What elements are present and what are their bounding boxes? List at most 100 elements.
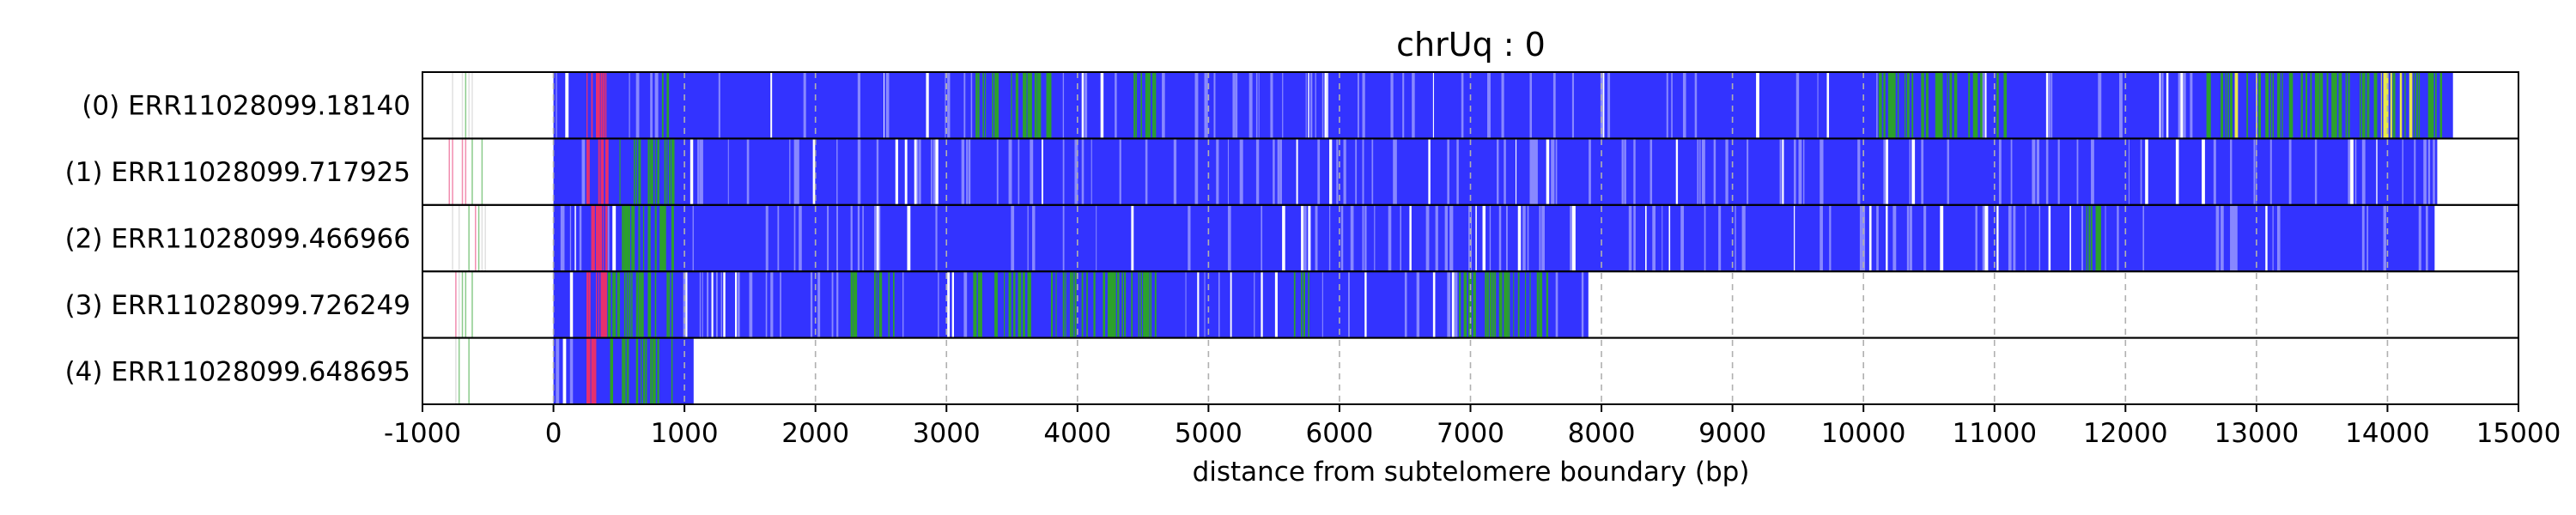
read-segment [1487,72,1491,139]
read-segment [1996,72,1999,139]
read-segment [2234,204,2238,272]
read-segment [645,337,647,404]
read-segment [1713,138,1716,205]
read-segment [2265,204,2268,272]
read-segment [610,337,614,404]
read-segment [2010,138,2013,205]
read-segment [2348,138,2351,205]
read-segment [857,72,861,139]
read-segment [623,271,626,338]
read-segment [1953,72,1958,139]
read-segment [2265,72,2269,139]
read-segment [961,138,965,205]
read-segment [2288,72,2292,139]
read-segment [2215,204,2220,272]
read-segment [1197,271,1200,338]
read-segment [803,72,806,139]
read-segment [1093,271,1096,338]
pre-boundary-mark [461,72,464,139]
read-segment [1154,72,1157,139]
read-segment [857,138,861,205]
read-segment [1485,271,1487,338]
read-segment [1277,138,1280,205]
read-segment [1249,72,1253,139]
read-segment [581,138,586,205]
read-segment [1876,204,1879,272]
read-segment [977,271,981,338]
read-segment [2272,204,2274,272]
read-segment [664,204,666,272]
x-axis-label: distance from subtelomere boundary (bp) [1193,457,1750,488]
read-segment [836,271,839,338]
read-segment [1015,72,1018,139]
pre-boundary-mark [452,72,453,139]
read-segment [1505,271,1509,338]
read-segment [1552,72,1556,139]
read-segment [2166,72,2169,139]
read-segment [699,138,703,205]
read-segment [977,72,980,139]
read-segment [586,72,588,139]
read-segment [692,204,694,272]
read-segment [1355,138,1358,205]
read-segment [1492,271,1494,338]
read-segment [2383,204,2386,272]
read-segment [1303,271,1305,338]
read-segment [2331,72,2336,139]
read-segment [2140,138,2142,205]
x-tick-label: 3000 [913,418,981,449]
read-segment [2206,72,2209,139]
x-tick-label: 4000 [1043,418,1111,449]
read-segment [1704,204,1706,272]
read-segment [963,72,966,139]
read-segment [2399,72,2403,139]
read-segment [1362,204,1364,272]
read-segment [938,271,939,338]
read-segment [1255,72,1258,139]
read-segment [2105,204,2106,272]
pre-boundary-mark [448,138,451,205]
read-segment [1475,204,1477,272]
read-segment [1529,138,1534,205]
read-segment [2098,72,2102,139]
read-segment [1517,204,1522,272]
read-segment [850,204,853,272]
read-segment [951,271,954,338]
x-tick-label: 0 [545,418,562,449]
read-segment [1121,271,1123,338]
read-segment [1504,138,1506,205]
read-segment [2345,72,2348,139]
read-segment [2414,72,2415,139]
read-segment [1232,72,1236,139]
read-segment [1923,204,1927,272]
read-segment [930,138,933,205]
read-segment [2118,72,2123,139]
read-segment [1362,72,1365,139]
read-segment [702,138,703,205]
read-segment [2310,72,2312,139]
read-segment [1213,72,1216,139]
read-segment [2364,72,2366,139]
read-segment [1505,204,1508,272]
read-segment [799,204,802,272]
read-segment [2225,72,2227,139]
x-axis: -1000 0 1000 2000 3000 4000 5000 6000 7000 8000 90… [384,404,2561,449]
read-segment [1329,138,1333,205]
read-segment [1444,204,1449,272]
row-labels-layer: (0) ERR11028099.18140 (1) ERR11028099.717… [65,91,410,388]
read-segment [1795,72,1800,139]
read-segment [1036,72,1041,139]
pre-boundary-mark [471,271,473,338]
read-segment [2380,72,2382,139]
read-segment [2034,138,2036,205]
read-segment [1996,204,1999,272]
read-segment [2376,138,2378,205]
read-segment [2232,204,2235,272]
read-segment [1039,72,1042,139]
read-segment [2045,138,2049,205]
read-segment [1194,72,1199,139]
read-segment [874,271,876,338]
read-segment [647,204,651,272]
read-segment [857,204,860,272]
